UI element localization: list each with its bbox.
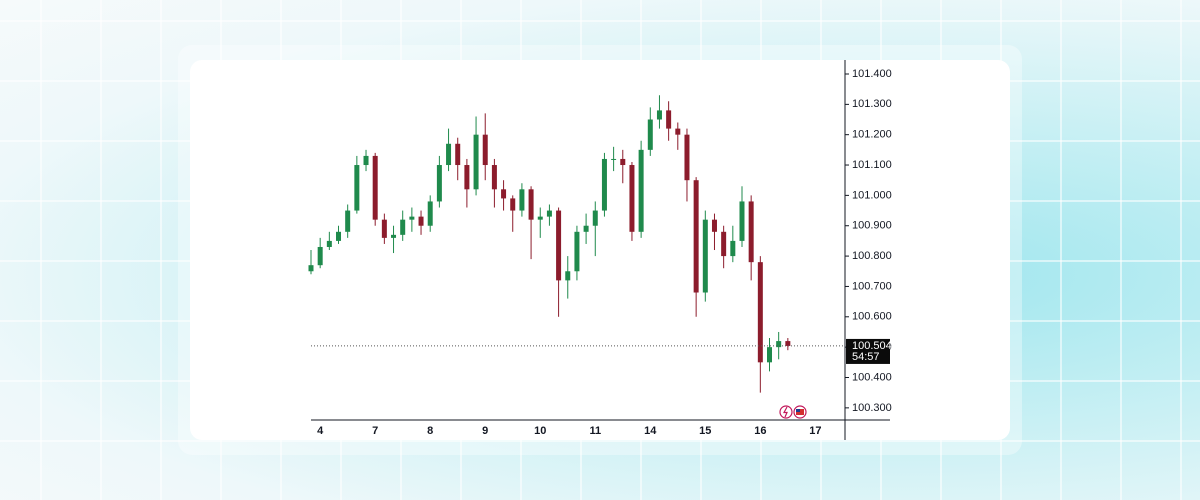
candle-body	[776, 341, 782, 348]
candle-body	[501, 189, 507, 199]
candle-body	[436, 165, 442, 202]
candle-body	[757, 262, 763, 363]
candle-body	[702, 219, 708, 293]
candle-body	[647, 119, 653, 150]
candle-body	[601, 158, 607, 211]
candle-body	[721, 231, 727, 257]
candle-body	[345, 210, 351, 232]
candle-body	[583, 225, 589, 232]
y-tick-label: 100.900	[852, 220, 892, 232]
y-tick-label: 100.700	[852, 280, 892, 292]
candle-body	[537, 216, 543, 220]
candle-body	[629, 165, 635, 232]
candle-body	[308, 265, 314, 272]
candle-body	[491, 165, 497, 190]
candle-body	[336, 231, 342, 241]
candle-body	[611, 158, 617, 160]
candle-body	[730, 240, 736, 257]
candle-body	[693, 180, 699, 293]
candle-body	[666, 110, 672, 129]
candle-body	[363, 155, 369, 166]
flag-icon[interactable]	[793, 405, 807, 419]
x-tick-label: 9	[482, 425, 488, 437]
y-tick-label: 101.300	[852, 98, 892, 110]
candle-body	[711, 219, 717, 232]
y-tick-label: 100.600	[852, 311, 892, 323]
y-tick-label: 101.100	[852, 159, 892, 171]
candle-body	[748, 201, 754, 263]
x-tick-label: 8	[427, 425, 433, 437]
candle-body	[326, 240, 332, 247]
y-tick-label: 100.300	[852, 402, 892, 414]
candle-body	[455, 143, 461, 166]
candle-body	[427, 201, 433, 226]
alert-icon[interactable]	[779, 405, 793, 419]
x-tick-label: 16	[754, 425, 766, 437]
candle-body	[519, 189, 525, 211]
x-tick-label: 7	[372, 425, 378, 437]
candle-body	[767, 347, 772, 363]
y-tick-label: 101.400	[852, 68, 892, 80]
candle-body	[620, 158, 626, 166]
candle-body	[592, 210, 598, 226]
candle-body	[381, 219, 387, 238]
candle-body	[739, 201, 745, 241]
x-tick-label: 11	[589, 425, 601, 437]
candle-body	[464, 165, 470, 190]
x-tick-label: 14	[644, 425, 657, 437]
candle-body	[684, 134, 690, 181]
last-price-label: 100.504	[852, 340, 892, 352]
candle-body	[638, 149, 644, 232]
candle-body	[482, 134, 488, 166]
y-tick-label: 101.000	[852, 189, 892, 201]
candle-body	[354, 165, 360, 211]
y-tick-label: 100.400	[852, 371, 892, 383]
candle-body	[372, 155, 378, 220]
last-price-box	[846, 338, 890, 364]
candle-body	[565, 271, 571, 281]
chart: 100.300100.400100.500100.600100.700100.8…	[308, 60, 892, 440]
y-tick-label: 101.200	[852, 129, 892, 141]
chart-card: 100.300100.400100.500100.600100.700100.8…	[190, 60, 1010, 440]
candle-body	[656, 110, 662, 120]
candle-body	[556, 210, 562, 281]
candle-body	[418, 216, 424, 226]
x-tick-label: 17	[809, 425, 821, 437]
candle-body	[409, 216, 415, 220]
candle-body	[391, 234, 397, 238]
y-tick-label: 100.800	[852, 250, 892, 262]
candle-body	[510, 198, 516, 211]
candle-body	[400, 219, 406, 235]
candle-body	[546, 210, 552, 217]
candle-body	[675, 128, 681, 135]
candle-body	[528, 189, 534, 220]
x-tick-label: 10	[534, 425, 546, 437]
candle-body	[574, 231, 580, 272]
x-tick-label: 15	[699, 425, 711, 437]
countdown-label: 54:57	[852, 351, 880, 363]
candle-body	[446, 143, 452, 166]
x-tick-label: 4	[317, 425, 324, 437]
candle-body	[317, 246, 323, 266]
candle-body	[473, 134, 479, 190]
candle-body	[785, 341, 791, 346]
